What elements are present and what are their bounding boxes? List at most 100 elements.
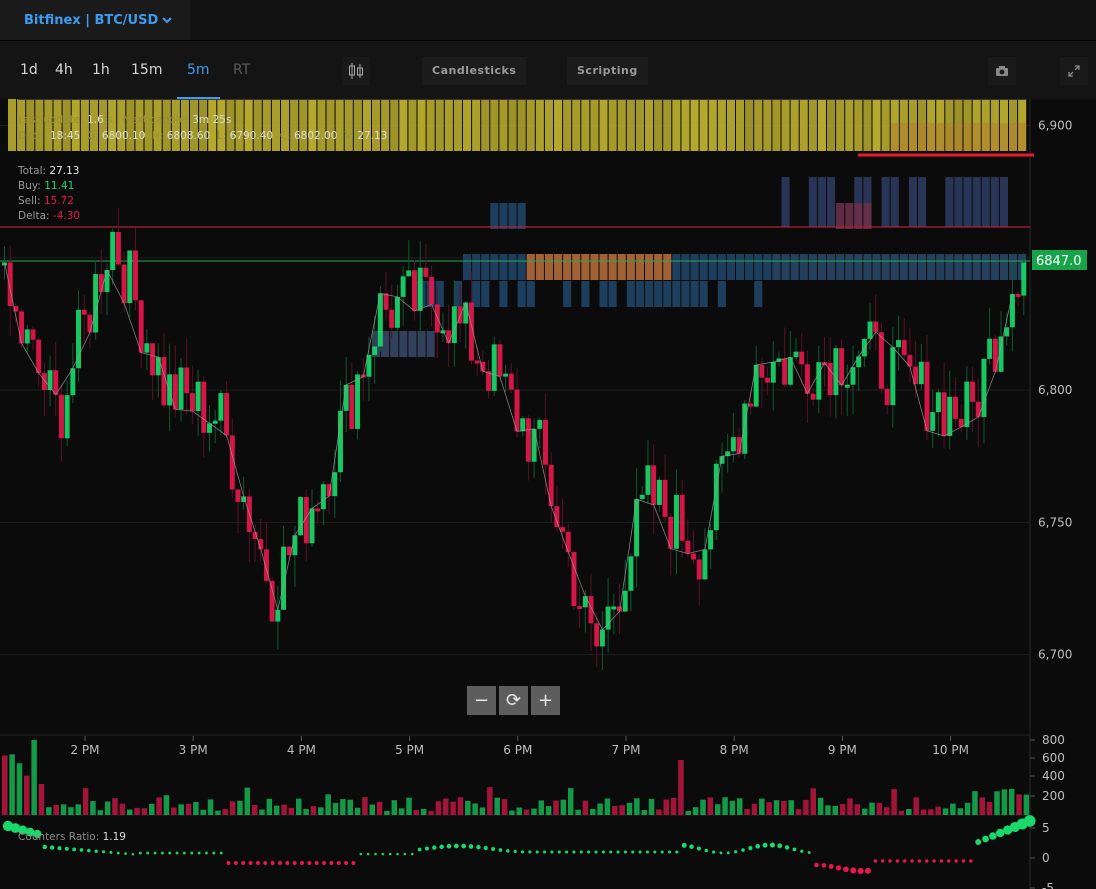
- heat-cell: [253, 99, 262, 151]
- candle-body: [645, 465, 651, 495]
- heat-cell: [399, 331, 408, 357]
- chart-type-button[interactable]: Candlesticks: [422, 57, 527, 85]
- counter-dot: [645, 850, 650, 854]
- fullscreen-icon[interactable]: [1060, 57, 1088, 85]
- counter-dot: [168, 851, 172, 855]
- candle-body: [178, 367, 184, 410]
- timeframe-4h[interactable]: 4h: [55, 62, 73, 78]
- volume-bar: [810, 788, 816, 815]
- volume-bar: [692, 807, 699, 815]
- counter-dot: [550, 850, 554, 854]
- counter-dot: [476, 844, 481, 850]
- candle-body: [275, 609, 281, 622]
- volume-bar: [744, 808, 750, 815]
- heat-cell: [708, 254, 717, 280]
- volume-bar: [604, 798, 611, 815]
- volume-bar: [942, 808, 949, 815]
- counter-dot: [175, 851, 179, 855]
- heat-cell: [626, 254, 635, 280]
- candle-body: [412, 270, 417, 311]
- volume-bar: [288, 807, 295, 815]
- volume-bar: [685, 810, 692, 815]
- heat-cell: [535, 99, 544, 151]
- timeframe-1d[interactable]: 1d: [20, 62, 38, 78]
- heat-cell: [681, 281, 690, 307]
- heat-cell: [672, 254, 681, 280]
- heat-cell: [599, 281, 608, 307]
- heat-cell: [481, 254, 490, 280]
- counter-dot: [277, 861, 282, 865]
- volume-bar: [134, 807, 140, 815]
- candle-body: [468, 302, 474, 361]
- timeframe-5m[interactable]: 5m: [177, 41, 219, 99]
- close-path: [4, 262, 1013, 631]
- counter-dot: [94, 849, 98, 853]
- camera-icon[interactable]: [988, 57, 1016, 85]
- candle-body: [229, 435, 235, 490]
- candle-body: [457, 306, 463, 324]
- counter-dot: [205, 851, 208, 855]
- heat-cell: [736, 254, 745, 280]
- heat-cell: [918, 123, 927, 151]
- heat-cell: [781, 177, 790, 227]
- zoom-in-button[interactable]: +: [531, 686, 560, 715]
- candle-body: [884, 388, 890, 406]
- candle-body: [662, 479, 668, 517]
- timeframe-rt[interactable]: RT: [233, 62, 251, 78]
- candle-body: [417, 267, 423, 311]
- heat-cell: [444, 99, 453, 151]
- current-price-badge: [1032, 250, 1087, 270]
- volume-bar: [200, 809, 206, 815]
- heat-cell: [808, 177, 817, 227]
- counter-dot: [396, 852, 399, 856]
- heat-cell: [827, 99, 836, 151]
- heat-cell: [663, 281, 672, 307]
- volume-bar: [920, 809, 927, 815]
- heat-cell: [790, 99, 799, 151]
- counter-dot: [880, 859, 885, 863]
- heat-cell: [781, 254, 790, 280]
- candle-body: [856, 356, 862, 368]
- volume-bar: [318, 807, 324, 815]
- heat-cell: [162, 99, 171, 151]
- stat-buy: Buy: 11.41: [18, 180, 75, 192]
- candle-body: [474, 360, 480, 364]
- counter-dot: [792, 847, 797, 852]
- volume-bar: [237, 800, 243, 815]
- timeframe-1h[interactable]: 1h: [92, 62, 110, 78]
- candlestick-icon[interactable]: [342, 57, 370, 85]
- heat-cell: [208, 99, 217, 151]
- heat-cell: [171, 99, 180, 151]
- heat-cell: [390, 99, 399, 151]
- volume-bar: [531, 808, 537, 815]
- heat-cell: [927, 254, 936, 280]
- heat-cell: [817, 254, 826, 280]
- heat-cell: [399, 99, 408, 151]
- heat-cell: [836, 254, 845, 280]
- counter-dot: [417, 847, 422, 852]
- volume-bar: [149, 803, 155, 815]
- market-selector[interactable]: Bitfinex | BTC/USD: [0, 0, 190, 40]
- time-tick-label: 2 PM: [70, 743, 99, 757]
- candle-body: [719, 456, 725, 464]
- counter-dot: [79, 848, 84, 852]
- volume-bar: [406, 797, 412, 815]
- heat-cell: [808, 254, 817, 280]
- heat-cell: [881, 254, 890, 280]
- counter-dot: [850, 867, 857, 874]
- candle-body: [13, 306, 19, 312]
- timeframe-15m[interactable]: 15m: [131, 62, 163, 78]
- candle-body: [332, 472, 338, 497]
- counter-dot: [939, 859, 944, 863]
- heat-cell: [990, 254, 999, 280]
- volume-bar: [340, 799, 346, 815]
- zoom-reset-button[interactable]: ⟳: [499, 686, 528, 715]
- counter-dot: [947, 859, 951, 863]
- candle-body: [497, 344, 503, 377]
- scripting-button[interactable]: Scripting: [567, 57, 648, 85]
- volume-bar: [126, 809, 133, 815]
- zoom-out-button[interactable]: −: [467, 686, 496, 715]
- candle-body: [1021, 262, 1027, 296]
